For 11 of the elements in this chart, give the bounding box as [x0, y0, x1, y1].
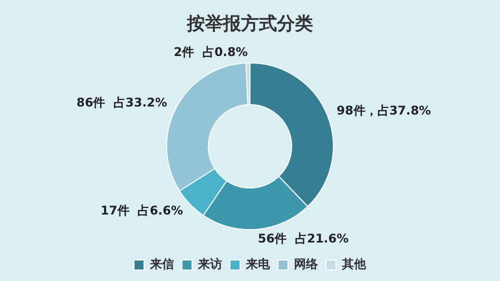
chart-title: 按举报方式分类: [186, 13, 313, 34]
data-label: 17件 占6.6%: [100, 203, 183, 218]
legend-label: 网络: [294, 257, 319, 272]
data-label: 98件，占37.8%: [336, 104, 431, 118]
legend-label: 来电: [245, 257, 271, 272]
data-label: 2件 占0.8%: [174, 45, 248, 60]
legend-label: 其他: [341, 257, 367, 272]
legend-label: 来信: [149, 257, 174, 272]
legend-label: 来访: [197, 257, 222, 272]
data-label: 86件 占33.2%: [76, 95, 168, 110]
data-label: 56件 占21.6%: [258, 231, 349, 246]
